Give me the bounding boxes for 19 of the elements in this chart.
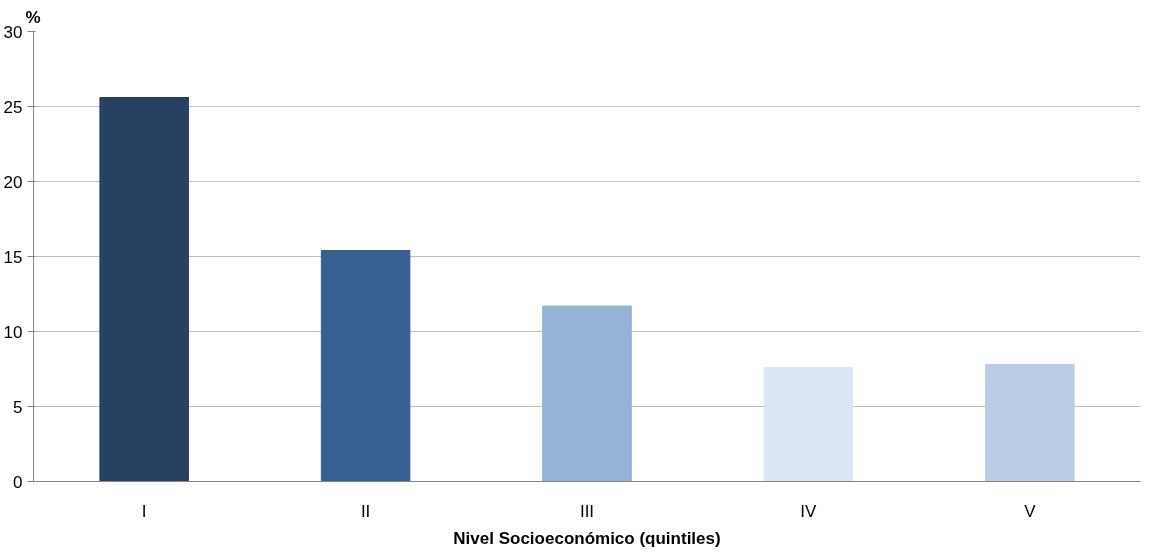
bar — [985, 364, 1075, 482]
x-tick-label: IV — [800, 501, 818, 521]
x-tick-label: V — [1024, 501, 1037, 521]
bar — [542, 305, 632, 482]
y-tick-label: 15 — [3, 247, 23, 267]
x-tick-label: III — [579, 501, 595, 521]
y-tick-label: 30 — [3, 22, 23, 42]
x-axis-title: Nivel Socioeconómico (quintiles) — [453, 528, 721, 548]
bar — [763, 367, 854, 482]
bar — [99, 97, 189, 482]
y-tick-label: 20 — [3, 172, 23, 192]
y-tick-label: 10 — [3, 322, 23, 342]
y-tick-label: 25 — [3, 97, 23, 117]
x-tick-label: II — [360, 501, 371, 521]
bar — [320, 250, 411, 482]
y-tick-label: 0 — [13, 472, 23, 492]
y-axis-title: % — [25, 7, 41, 27]
x-tick-label: I — [141, 501, 147, 521]
y-tick-label: 5 — [13, 397, 23, 417]
